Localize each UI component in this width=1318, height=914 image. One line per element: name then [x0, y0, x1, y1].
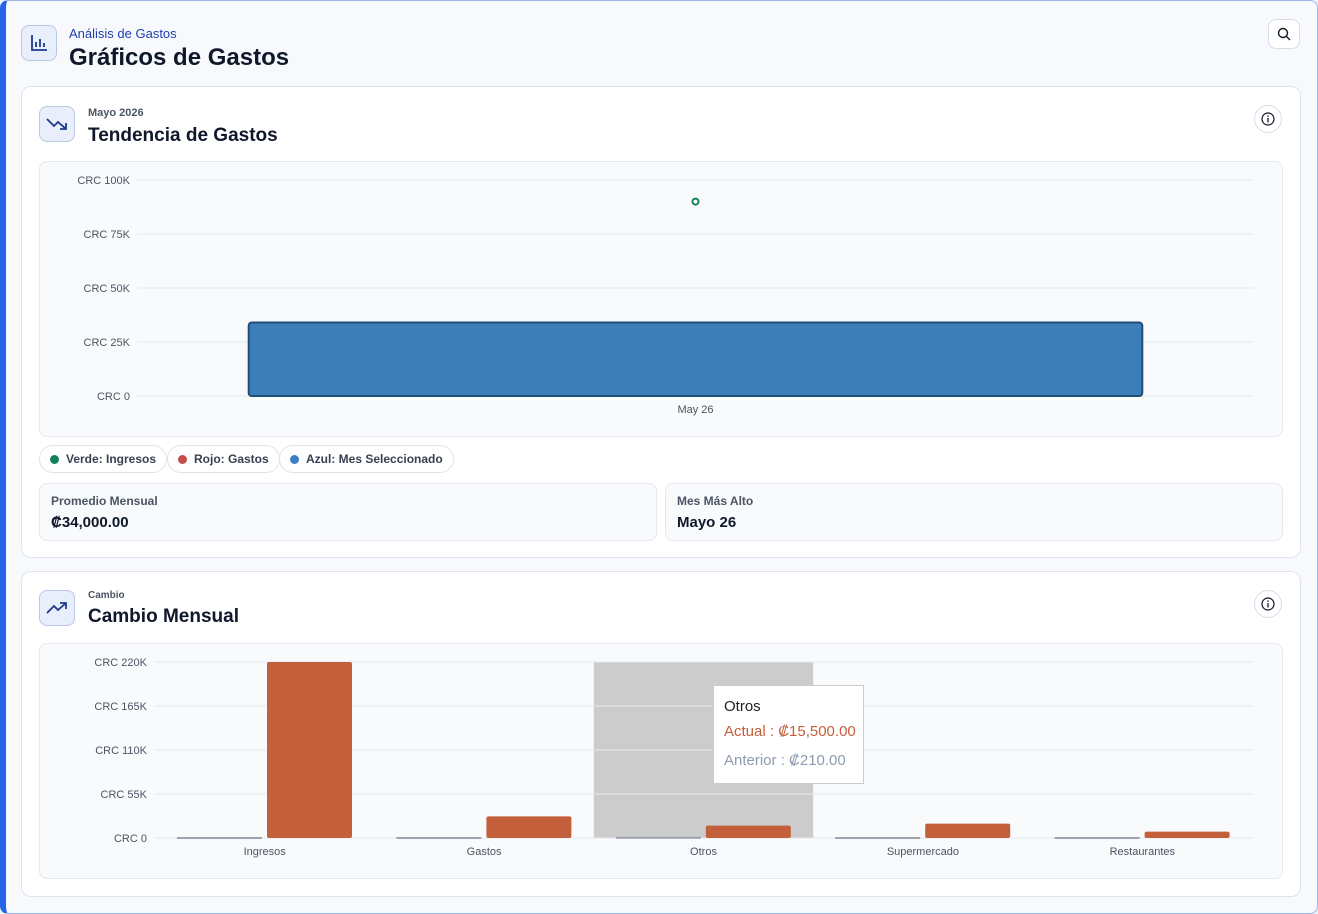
legend-item-ingresos: Verde: Ingresos	[39, 445, 168, 473]
card-title: Cambio Mensual	[88, 606, 239, 627]
y-tick-label: CRC 100K	[77, 175, 130, 187]
tooltip-title: Otros	[724, 698, 761, 715]
legend-label: Verde: Ingresos	[66, 452, 157, 466]
y-tick-label: CRC 75K	[84, 229, 131, 241]
bar-anterior	[396, 837, 482, 839]
x-tick-label: Supermercado	[887, 846, 959, 858]
bar-actual	[1144, 831, 1230, 838]
stat-label: Promedio Mensual	[51, 494, 158, 508]
stat-promedio-mensual: Promedio Mensual ₡34,000.00	[39, 483, 657, 541]
change-chart: CRC 0 CRC 55K CRC 110K CRC 165K CRC 220K Ingr…	[94, 657, 1252, 858]
x-tick-label: Ingresos	[244, 846, 287, 858]
trend-chart: CRC 0 CRC 25K CRC 50K CRC 75K CRC 100K May 26	[77, 175, 1254, 416]
y-tick-label: CRC 25K	[84, 337, 131, 349]
stat-mes-mas-alto: Mes Más Alto Mayo 26	[665, 483, 1283, 541]
card-title: Tendencia de Gastos	[88, 125, 278, 146]
info-icon	[1261, 112, 1275, 126]
tooltip-anterior: Anterior : ₡210.00	[724, 752, 846, 769]
trending-up-icon	[39, 590, 75, 626]
bar-actual	[925, 823, 1011, 838]
bar-anterior	[177, 837, 262, 839]
legend-dot	[50, 454, 59, 464]
chart-tooltip: Otros Actual : ₡15,500.00 Anterior : ₡21…	[713, 685, 864, 784]
trend-chart-area: CRC 0 CRC 25K CRC 50K CRC 75K CRC 100K May 26	[39, 161, 1283, 437]
page-title: Gráficos de Gastos	[69, 44, 290, 71]
bar	[247, 321, 1144, 397]
search-icon	[1277, 27, 1291, 41]
y-tick-label: CRC 55K	[101, 789, 148, 801]
y-tick-label: CRC 0	[97, 391, 130, 403]
x-tick-label: May 26	[677, 404, 713, 416]
x-tick-label: Gastos	[467, 846, 502, 858]
legend-label: Azul: Mes Seleccionado	[306, 452, 443, 466]
info-button[interactable]	[1254, 590, 1282, 618]
bar-anterior	[1054, 837, 1140, 839]
bar-actual	[705, 825, 791, 838]
tooltip-actual: Actual : ₡15,500.00	[724, 723, 856, 740]
data-point	[691, 197, 700, 206]
y-tick-label: CRC 165K	[94, 701, 147, 713]
legend-label: Rojo: Gastos	[194, 452, 269, 466]
bar-anterior	[615, 836, 701, 839]
y-tick-label: CRC 50K	[84, 283, 131, 295]
legend-dot	[290, 454, 299, 464]
y-tick-label: CRC 0	[114, 833, 147, 845]
info-icon	[1261, 597, 1275, 611]
legend-item-mes-seleccionado: Azul: Mes Seleccionado	[279, 445, 454, 473]
bar-actual	[486, 816, 572, 838]
page-subtitle: Análisis de Gastos	[69, 26, 177, 41]
card-kicker: Cambio	[88, 590, 125, 601]
search-button[interactable]	[1268, 19, 1300, 49]
x-tick-label: Restaurantes	[1110, 846, 1176, 858]
card-kicker: Mayo 2026	[88, 107, 144, 119]
legend-item-gastos: Rojo: Gastos	[167, 445, 280, 473]
trending-down-icon	[39, 106, 75, 142]
change-chart-area: CRC 0 CRC 55K CRC 110K CRC 165K CRC 220K Ingr…	[39, 643, 1283, 879]
stat-value: ₡34,000.00	[51, 514, 129, 531]
bar-chart-icon	[21, 25, 57, 61]
info-button[interactable]	[1254, 105, 1282, 133]
stat-value: Mayo 26	[677, 514, 737, 531]
legend-dot	[178, 454, 187, 464]
y-tick-label: CRC 220K	[94, 657, 147, 669]
bar-actual	[267, 662, 352, 838]
stat-label: Mes Más Alto	[677, 494, 754, 508]
y-tick-label: CRC 110K	[95, 745, 147, 757]
x-tick-label: Otros	[690, 846, 717, 858]
bar-anterior	[835, 837, 921, 839]
